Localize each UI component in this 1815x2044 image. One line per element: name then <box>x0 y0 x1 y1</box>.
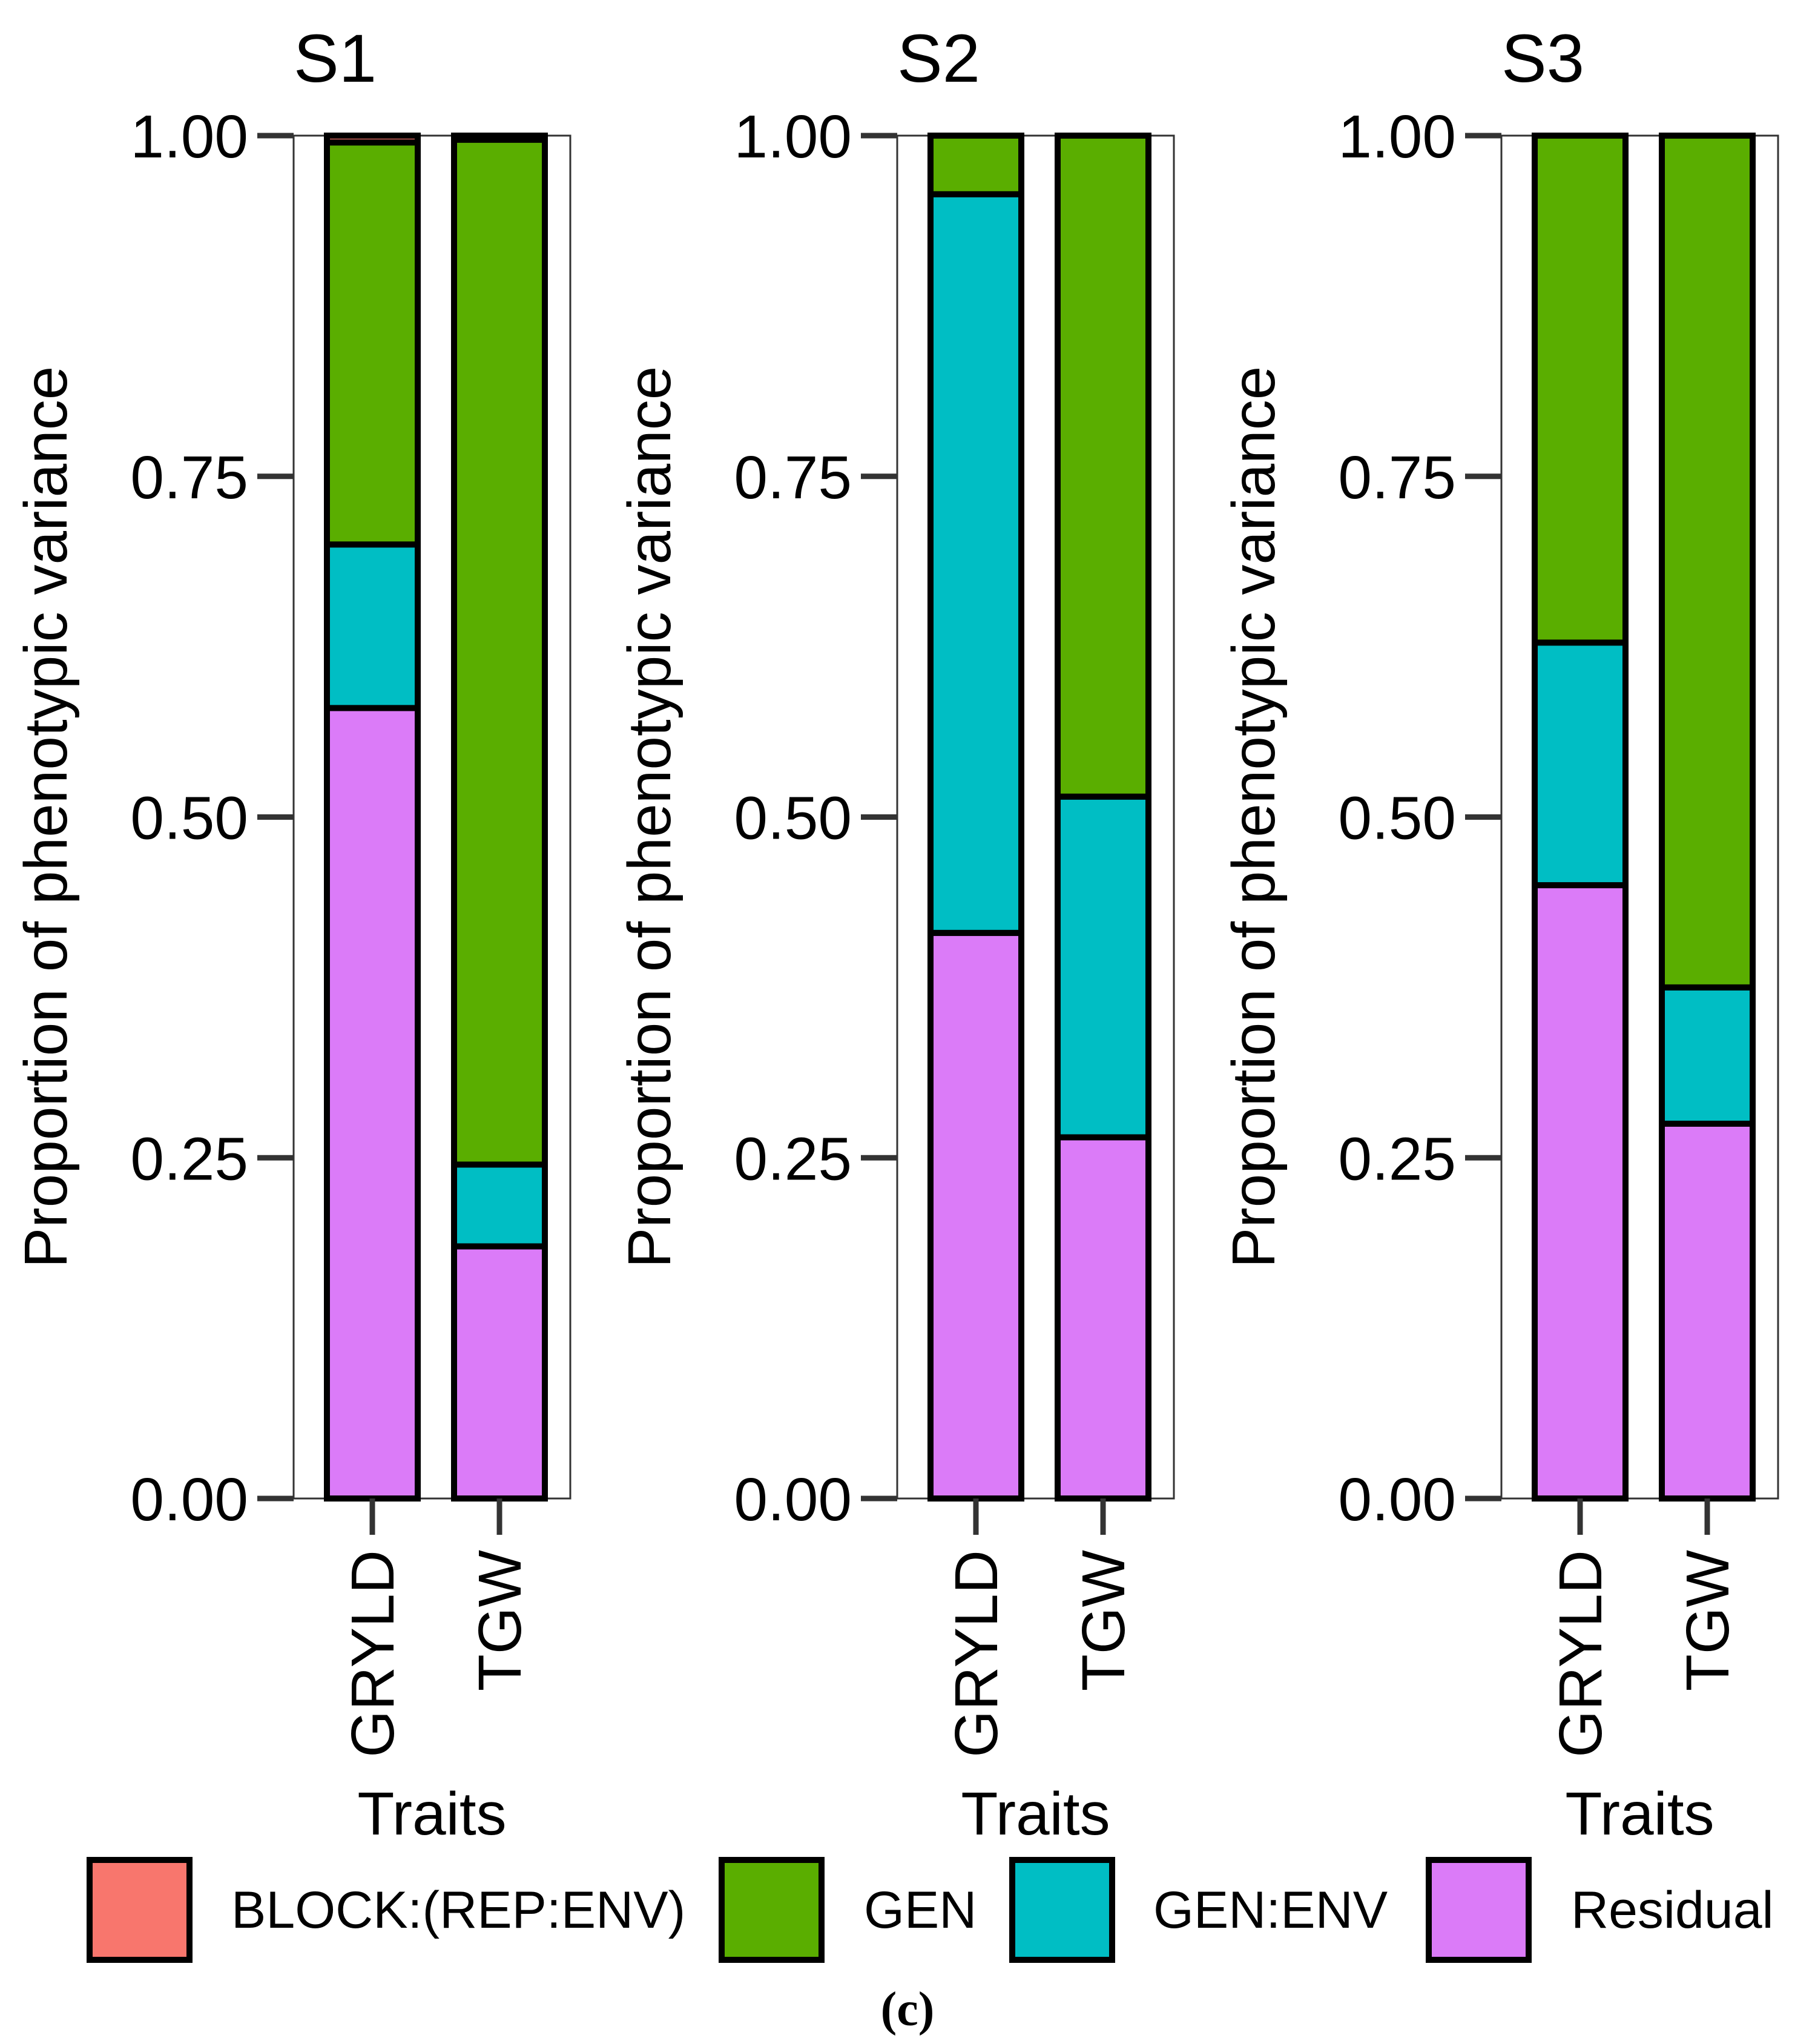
x-tick-label-gryld: GRYLD <box>339 1550 407 1758</box>
y-tick-label: 0.25 <box>1338 1125 1456 1193</box>
panel-title: S1 <box>294 21 377 96</box>
bar-gryld-gen <box>1532 133 1629 646</box>
x-axis-title: Traits <box>961 1780 1110 1848</box>
bar-gryld-block-rep-env <box>324 133 421 146</box>
y-axis-title: Proportion of phenotypic variance <box>12 366 80 1268</box>
legend-swatch-gen-env <box>1009 1857 1115 1963</box>
legend-label-gen: GEN <box>864 1881 977 1939</box>
bar-gryld-gen-env <box>927 191 1024 936</box>
x-tick-label-tgw: TGW <box>1674 1549 1742 1691</box>
bar-tgw-gen-env <box>451 1161 548 1250</box>
bar-gryld-residual <box>1532 882 1629 1502</box>
x-axis-title: Traits <box>1565 1780 1714 1848</box>
legend-label-block-rep-env: BLOCK:(REP:ENV) <box>231 1881 685 1939</box>
y-tick-label: 0.50 <box>734 785 852 852</box>
bar-tgw-gen-env <box>1055 793 1151 1141</box>
y-tick-label: 0.50 <box>130 785 248 852</box>
bar-tgw-residual <box>451 1243 548 1502</box>
y-tick-label: 0.00 <box>130 1466 248 1534</box>
x-tick-label-gryld: GRYLD <box>1547 1550 1615 1758</box>
y-axis-title: Proportion of phenotypic variance <box>1220 366 1288 1268</box>
x-tick-label-tgw: TGW <box>1070 1549 1138 1691</box>
panel-s1: S1 0.00 0.25 0.50 0.75 1.00 Proportion of phen… <box>12 21 572 1848</box>
bar-tgw-gen <box>1055 133 1151 800</box>
y-tick-label: 0.50 <box>1338 785 1456 852</box>
y-tick-label: 0.25 <box>734 1125 852 1193</box>
bar-gryld-gen <box>927 133 1024 197</box>
bar-tgw-block-rep-env <box>451 133 548 143</box>
panel-s3: S3 0.00 0.25 0.50 0.75 1.00 Proportion of phen… <box>1220 21 1779 1848</box>
bar-gryld-gen-env <box>324 541 421 711</box>
x-tick-label-tgw: TGW <box>466 1549 534 1691</box>
panel-title: S3 <box>1501 21 1584 96</box>
legend: BLOCK:(REP:ENV) GEN GEN:ENV Residual <box>87 1857 1774 1963</box>
y-tick-label: 0.75 <box>734 444 852 512</box>
legend-label-gen-env: GEN:ENV <box>1153 1881 1388 1939</box>
x-axis-title: Traits <box>357 1780 506 1848</box>
y-tick-label: 0.00 <box>734 1466 852 1534</box>
legend-label-residual: Residual <box>1571 1881 1774 1939</box>
bar-gryld-residual <box>324 705 421 1502</box>
y-tick-label: 0.75 <box>1338 444 1456 512</box>
y-tick-label: 1.00 <box>734 103 852 171</box>
legend-swatch-residual <box>1426 1857 1532 1963</box>
bar-tgw-gen <box>451 136 548 1168</box>
bar-gryld-gen <box>324 139 421 548</box>
legend-swatch-gen <box>719 1857 825 1963</box>
bar-tgw-residual <box>1659 1120 1756 1502</box>
y-axis-title: Proportion of phenotypic variance <box>616 366 684 1268</box>
panel-title: S2 <box>897 21 980 96</box>
y-tick-label: 0.25 <box>130 1125 248 1193</box>
figure-caption: (c) <box>881 1983 935 2036</box>
bar-gryld-gen-env <box>1532 639 1629 889</box>
x-tick-label-gryld: GRYLD <box>943 1550 1010 1758</box>
bar-gryld-residual <box>927 929 1024 1502</box>
y-tick-label: 1.00 <box>1338 103 1456 171</box>
panel-s2: S2 0.00 0.25 0.50 0.75 1.00 Proportion of phen… <box>616 21 1175 1848</box>
y-tick-label: 0.75 <box>130 444 248 512</box>
bar-tgw-residual <box>1055 1134 1151 1502</box>
bar-tgw-gen <box>1659 133 1756 991</box>
y-tick-label: 0.00 <box>1338 1466 1456 1534</box>
y-tick-label: 1.00 <box>130 103 248 171</box>
legend-swatch-block-rep-env <box>87 1857 193 1963</box>
bar-tgw-gen-env <box>1659 984 1756 1127</box>
